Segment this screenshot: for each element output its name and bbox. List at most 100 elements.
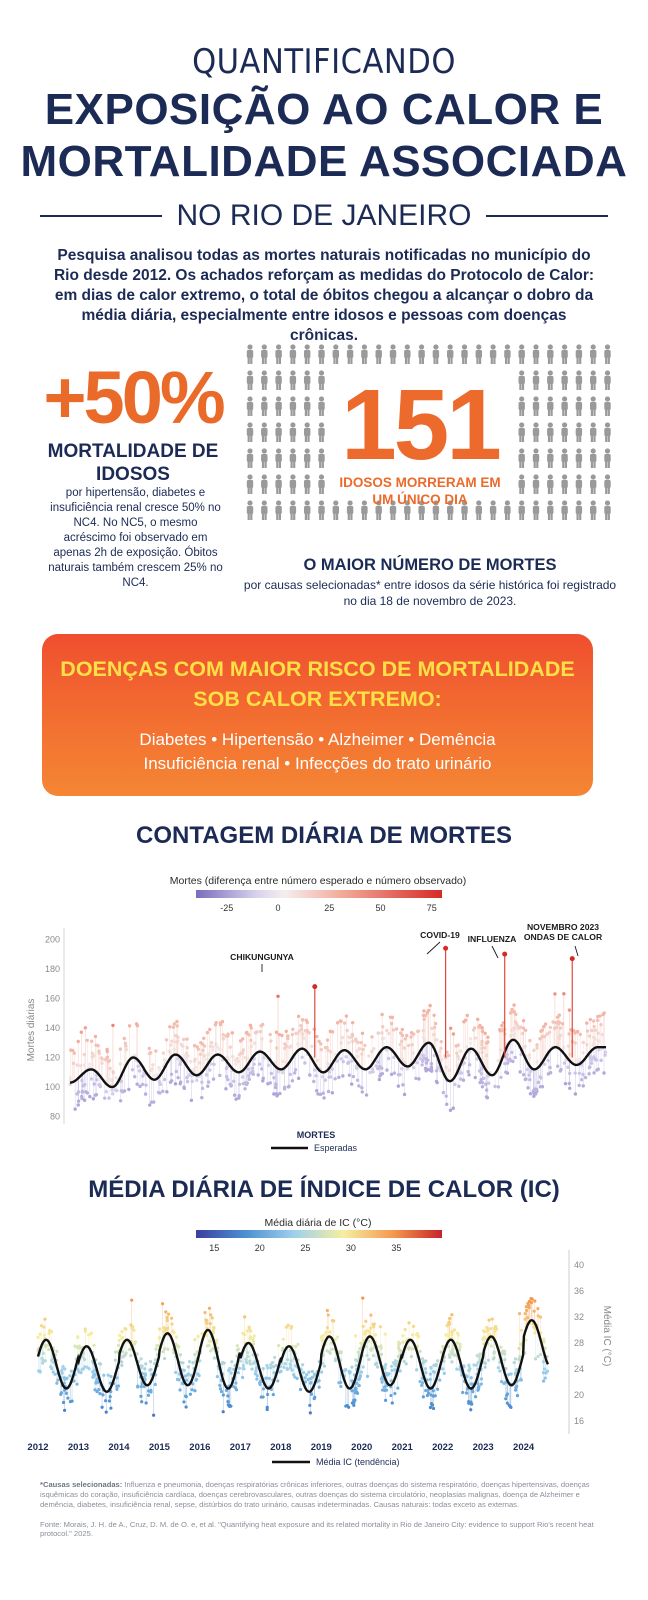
deaths-point bbox=[473, 1036, 478, 1040]
heat-point bbox=[102, 1373, 106, 1377]
heat-point bbox=[383, 1332, 387, 1336]
heat-point bbox=[221, 1410, 225, 1414]
deaths-point bbox=[100, 1061, 104, 1065]
deaths-point bbox=[174, 1069, 179, 1074]
deaths-point bbox=[398, 1031, 403, 1035]
heat-point bbox=[43, 1359, 47, 1363]
heat-point bbox=[290, 1368, 294, 1372]
deaths-point bbox=[322, 1096, 326, 1100]
deaths-y-axis-label: Mortes diárias bbox=[26, 999, 37, 1062]
deaths-point bbox=[238, 1039, 243, 1043]
deaths-point bbox=[389, 1021, 394, 1026]
diseases-list-line-1: Diabetes • Hipertensão • Alzheimer • Dem… bbox=[139, 730, 496, 749]
deaths-point bbox=[234, 1097, 238, 1101]
heat-point bbox=[106, 1373, 110, 1377]
deaths-point bbox=[185, 1075, 189, 1080]
heat-point bbox=[115, 1376, 119, 1380]
heat-point bbox=[536, 1354, 540, 1359]
heat-point bbox=[434, 1363, 438, 1367]
heat-point bbox=[444, 1333, 448, 1337]
deaths-point bbox=[532, 1048, 536, 1053]
deaths-single-day-value: 151 bbox=[341, 369, 502, 481]
heat-point bbox=[68, 1374, 72, 1378]
deaths-point bbox=[539, 1029, 543, 1033]
deaths-point bbox=[221, 1037, 225, 1041]
heat-point bbox=[153, 1382, 157, 1387]
person-icon bbox=[504, 344, 511, 364]
deaths-point bbox=[184, 1051, 189, 1055]
heat-point bbox=[184, 1405, 188, 1409]
deaths-point bbox=[248, 1023, 253, 1028]
deaths-point bbox=[296, 1042, 300, 1046]
person-icon bbox=[261, 344, 268, 364]
heat-point bbox=[452, 1353, 457, 1357]
heat-point bbox=[205, 1321, 209, 1325]
deaths-point bbox=[400, 1027, 405, 1032]
heat-point bbox=[361, 1296, 365, 1300]
heat-point bbox=[391, 1361, 395, 1365]
deaths-point bbox=[154, 1049, 158, 1053]
deaths-point bbox=[341, 1059, 345, 1064]
heat-point bbox=[452, 1328, 456, 1332]
deaths-point bbox=[585, 1021, 589, 1025]
deaths-point bbox=[325, 1038, 330, 1042]
deaths-scale-tick: -25 bbox=[220, 903, 233, 913]
heat-point bbox=[339, 1350, 343, 1354]
deaths-point bbox=[599, 1058, 603, 1063]
deaths-point bbox=[385, 1028, 389, 1033]
deaths-point bbox=[364, 1093, 369, 1097]
deaths-point bbox=[360, 1086, 364, 1090]
deaths-point bbox=[493, 1084, 497, 1089]
deaths-point bbox=[477, 1069, 482, 1073]
person-icon bbox=[275, 448, 282, 468]
deaths-point bbox=[341, 1074, 345, 1078]
heat-point bbox=[293, 1375, 297, 1379]
deaths-point bbox=[376, 1060, 380, 1064]
deaths-point bbox=[406, 1043, 411, 1048]
deaths-point bbox=[424, 1069, 428, 1073]
heat-point bbox=[355, 1390, 359, 1394]
deaths-point bbox=[396, 1084, 401, 1088]
deaths-point bbox=[269, 1039, 273, 1043]
heat-point bbox=[303, 1376, 307, 1380]
person-icon bbox=[318, 448, 325, 468]
deaths-point bbox=[577, 1083, 581, 1088]
person-icon bbox=[547, 500, 554, 520]
heat-point bbox=[479, 1377, 484, 1381]
heat-point bbox=[306, 1377, 310, 1382]
deaths-point bbox=[561, 1046, 566, 1050]
heat-point bbox=[70, 1399, 74, 1403]
deaths-point bbox=[426, 1009, 430, 1013]
person-icon bbox=[561, 474, 568, 494]
heat-point bbox=[165, 1318, 169, 1323]
heat-point bbox=[393, 1368, 397, 1372]
heat-point bbox=[273, 1355, 277, 1360]
person-icon bbox=[532, 448, 540, 468]
heat-point bbox=[344, 1404, 348, 1408]
deaths-point bbox=[231, 1079, 236, 1083]
person-icon bbox=[289, 448, 297, 468]
deaths-point bbox=[344, 1014, 349, 1018]
person-icon bbox=[604, 448, 611, 468]
title-line-1: QUANTIFICANDO bbox=[192, 42, 456, 82]
heat-point bbox=[191, 1382, 195, 1386]
deaths-point bbox=[597, 1048, 601, 1052]
deaths-point bbox=[172, 1022, 177, 1026]
deaths-point bbox=[512, 1010, 517, 1014]
deaths-point bbox=[484, 1095, 489, 1099]
heat-point bbox=[485, 1326, 489, 1330]
deaths-point bbox=[346, 1040, 351, 1045]
heat-point bbox=[536, 1307, 540, 1311]
deaths-point bbox=[319, 1047, 323, 1052]
heat-point bbox=[62, 1376, 66, 1380]
heat-point bbox=[517, 1312, 522, 1316]
deaths-point bbox=[511, 1059, 515, 1064]
heat-point bbox=[118, 1333, 122, 1337]
heat-point bbox=[545, 1369, 550, 1373]
deaths-point bbox=[241, 1037, 245, 1041]
heat-point bbox=[161, 1349, 165, 1354]
deaths-point bbox=[411, 1051, 415, 1055]
deaths-point bbox=[202, 1036, 206, 1040]
heat-point bbox=[324, 1330, 328, 1334]
heat-point bbox=[514, 1385, 518, 1389]
